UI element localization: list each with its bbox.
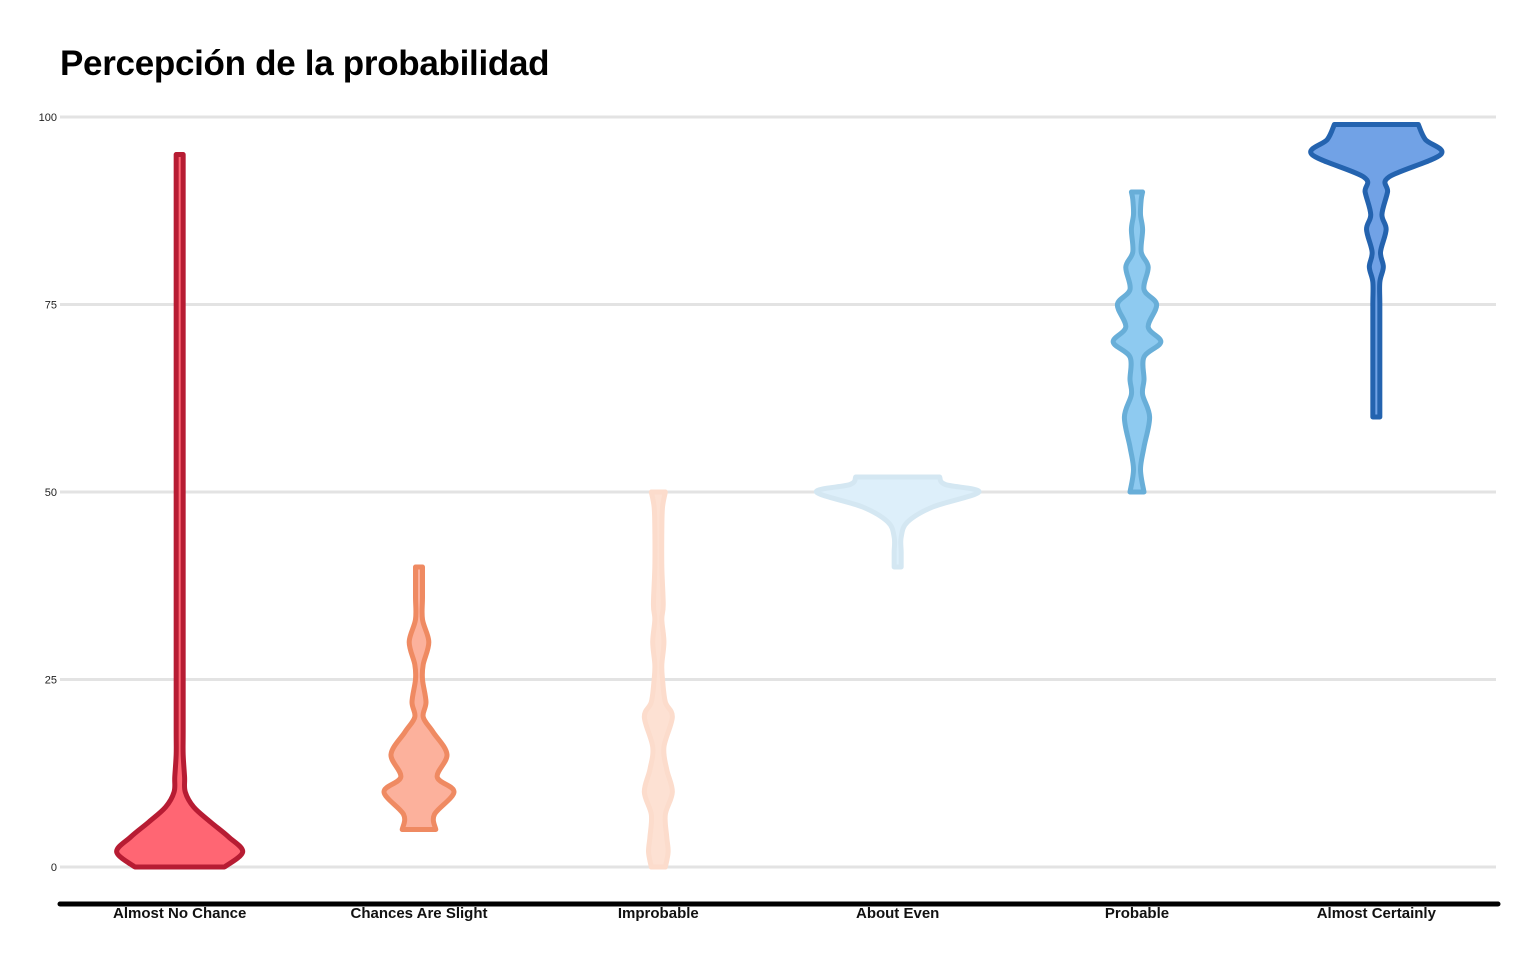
violin-almost-certainly — [1308, 122, 1445, 420]
y-tick-label: 25 — [45, 675, 57, 687]
violin-almost-no-chance — [114, 152, 246, 870]
violin-improbable — [641, 489, 675, 870]
violin-about-even — [813, 474, 982, 570]
y-tick-label: 100 — [39, 112, 57, 124]
gridlines — [60, 115, 1496, 869]
category-label-improbable: Improbable — [618, 905, 699, 922]
category-label-chances-are-slight: Chances Are Slight — [351, 905, 488, 922]
category-label-almost-certainly: Almost Certainly — [1317, 905, 1437, 922]
y-tick-label: 75 — [45, 300, 57, 312]
category-label-almost-no-chance: Almost No Chance — [113, 905, 246, 922]
violin-probable — [1110, 189, 1164, 495]
y-tick-label: 50 — [45, 487, 57, 499]
chart-title: Percepción de la probabilidad — [60, 44, 550, 83]
x-axis-category-labels: Almost No Chance Chances Are Slight Improb… — [113, 905, 1437, 922]
violin-chances-are-slight — [381, 564, 457, 832]
violins — [114, 122, 1445, 870]
y-tick-label: 0 — [51, 862, 57, 874]
category-label-about-even: About Even — [856, 905, 939, 922]
y-axis-tick-labels: 0 25 50 75 100 — [39, 112, 57, 874]
category-label-probable: Probable — [1105, 905, 1169, 922]
